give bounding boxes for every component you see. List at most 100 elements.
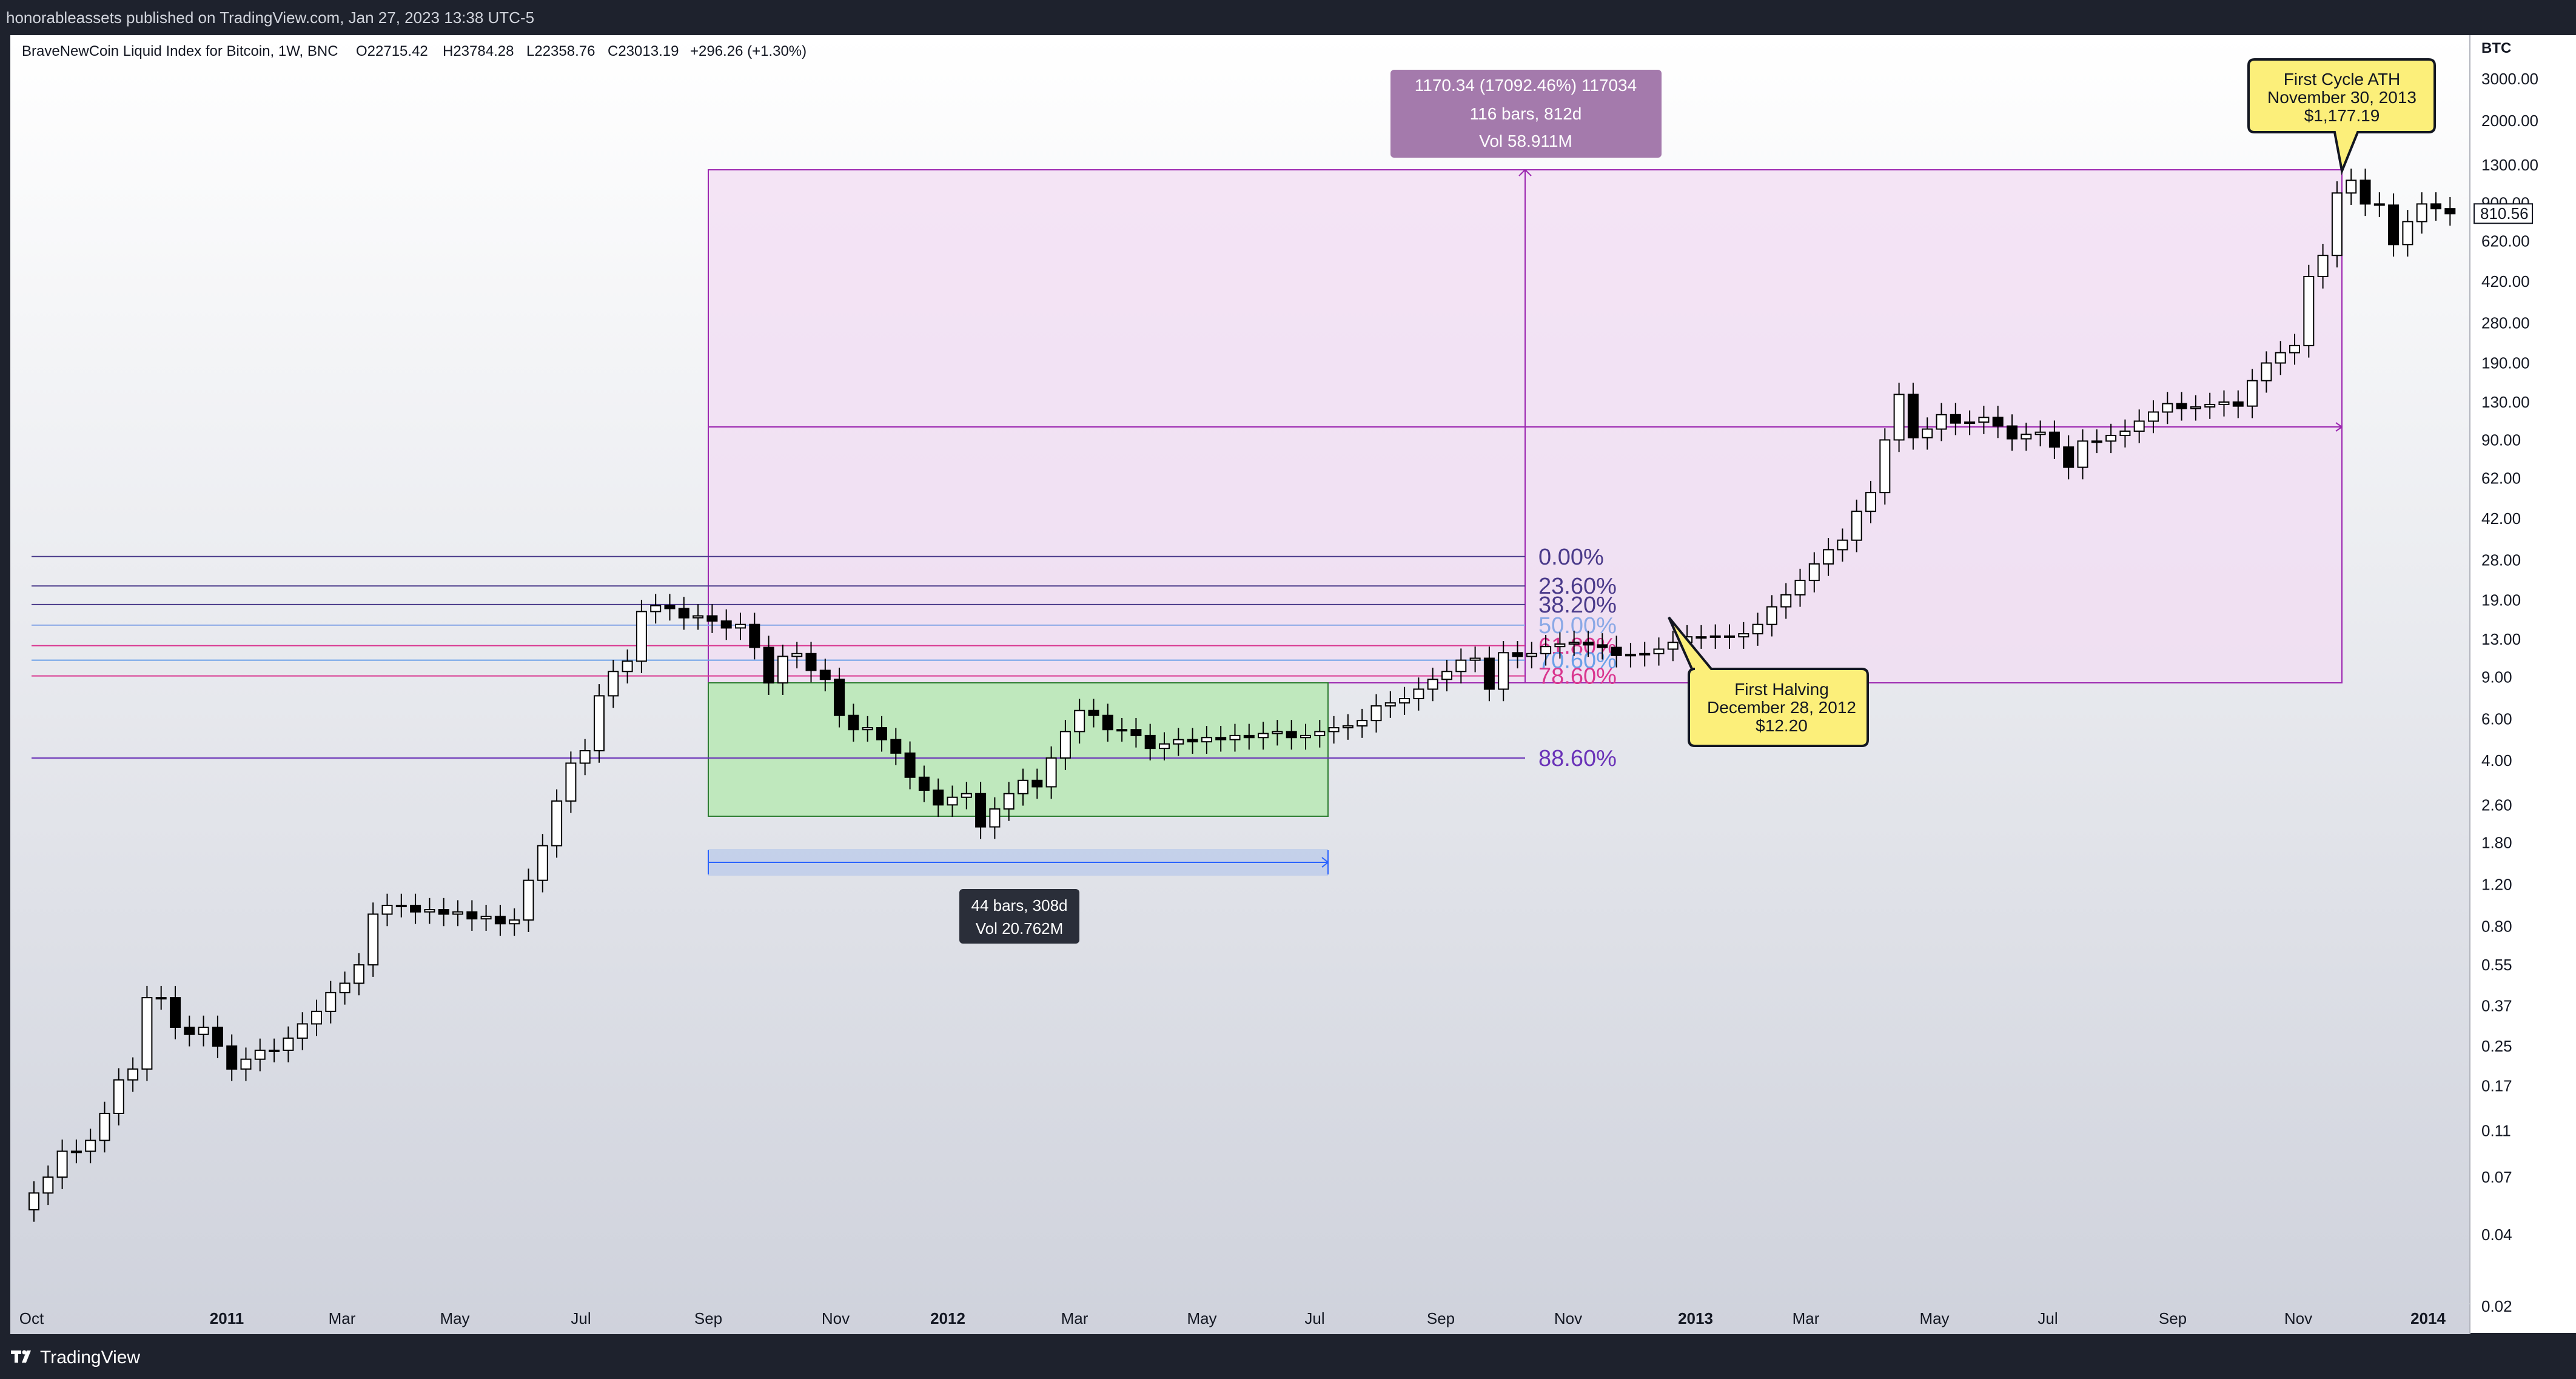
candle-body <box>848 714 859 731</box>
candle-body <box>1794 580 1806 596</box>
candle-body <box>1936 414 1947 430</box>
candle-body <box>170 997 181 1028</box>
candle-body <box>805 653 817 671</box>
candle-body <box>2331 192 2343 257</box>
candle-body <box>1469 657 1481 661</box>
candle-body <box>395 904 407 907</box>
price-chart[interactable]: 0.00%23.60%38.20%50.00%61.80%70.60%78.60… <box>0 0 2576 1334</box>
callout-halving-line3: $12.20 <box>1756 716 1808 735</box>
time-axis[interactable]: Oct 2011 Mar May Jul Sep Nov 2012 Mar May Jul Sep No… <box>10 1303 2470 1327</box>
candle-body <box>777 656 788 684</box>
candle-body <box>1554 643 1566 648</box>
candle-body <box>1159 743 1170 750</box>
candle-body <box>325 991 337 1012</box>
candle-body <box>2360 180 2371 205</box>
candle-body <box>890 739 902 754</box>
price-axis-background <box>2470 35 2576 1333</box>
candle-body <box>1964 421 1976 424</box>
candle-body <box>367 913 379 966</box>
price-tick-label: 2000.00 <box>2481 112 2538 130</box>
candle-body <box>989 808 1001 828</box>
candle-body <box>1455 659 1467 673</box>
left-edge <box>0 35 10 1334</box>
candle-body <box>1879 439 1891 494</box>
time-tick-label: May <box>1187 1309 1216 1327</box>
candle-body <box>678 608 689 619</box>
candle-body <box>56 1150 68 1178</box>
candle-body <box>1568 642 1580 645</box>
price-tick-label: 420.00 <box>2481 272 2530 290</box>
candle-body <box>2091 440 2102 443</box>
candle-body <box>2034 431 2046 435</box>
candle-body <box>2007 425 2018 440</box>
candle-body <box>537 845 548 881</box>
candle-body <box>2373 203 2385 206</box>
candle-body <box>579 750 591 764</box>
candle-body <box>283 1037 294 1051</box>
candle-body <box>1512 652 1523 657</box>
price-tick-label: 42.00 <box>2481 509 2521 528</box>
price-axis[interactable]: 3000.002000.001300.00900.00620.00420.002… <box>2469 35 2538 1334</box>
candle-body <box>1780 594 1792 608</box>
candle-body <box>933 789 944 806</box>
candle-body <box>381 904 393 915</box>
candle-body <box>269 1049 280 1052</box>
candle-body <box>2247 380 2258 407</box>
candle-body <box>1258 733 1269 739</box>
candle-body <box>1851 511 1862 541</box>
date-range-arrow-top <box>1321 857 1329 863</box>
time-tick-label: Mar <box>1793 1309 1820 1327</box>
time-tick-label: Sep <box>1427 1309 1455 1327</box>
price-tick-label: 1.20 <box>2481 876 2512 894</box>
price-tick-label: 0.25 <box>2481 1037 2512 1055</box>
price-tick-label: 9.00 <box>2481 668 2512 686</box>
candle-body <box>862 727 873 731</box>
candle-body <box>834 679 845 716</box>
candle-body <box>1413 688 1424 699</box>
price-tick-label: 0.02 <box>2481 1297 2512 1315</box>
candle-body <box>1300 734 1311 739</box>
candle-body <box>763 646 774 684</box>
fib-level-label: 88.60% <box>1538 746 1617 771</box>
candle-body <box>424 909 435 913</box>
callout-halving-bubble <box>1668 616 1869 747</box>
candle-body <box>480 916 492 920</box>
candle-body <box>565 762 577 802</box>
candle-body <box>1583 642 1594 646</box>
candle-body <box>438 909 449 915</box>
candle-body <box>1992 417 2004 427</box>
ohlc-high: H23784.28 <box>443 43 514 59</box>
time-tick-label: 2012 <box>930 1309 965 1327</box>
time-tick-label: 2013 <box>1678 1309 1713 1327</box>
candle-body <box>1187 739 1198 743</box>
callout-halving-line1: First Halving <box>1734 680 1829 699</box>
time-tick-label: Jul <box>2038 1309 2058 1327</box>
candle-body <box>1399 697 1410 704</box>
candle-layer <box>29 169 2456 1222</box>
candle-body <box>2289 344 2300 354</box>
candle-body <box>1074 710 1085 733</box>
drawing-layer-front: 1170.34 (17092.46%) 117034 116 bars, 812d… <box>708 58 2436 944</box>
last-price-badge <box>2474 203 2533 224</box>
candle-body <box>1286 731 1297 739</box>
candle-body <box>1229 734 1241 740</box>
candle-body <box>509 919 520 925</box>
candle-body <box>99 1113 110 1141</box>
last-price-label: 810.56 <box>2480 204 2529 223</box>
price-tick-label: 130.00 <box>2481 393 2530 411</box>
measure-label-large-bg <box>1390 70 1662 158</box>
candle-body <box>693 615 704 619</box>
candle-body <box>904 752 916 778</box>
candle-body <box>650 605 662 612</box>
candle-body <box>2275 352 2286 364</box>
publish-info: honorableassets published on TradingView… <box>6 8 535 27</box>
candle-body <box>1272 731 1283 734</box>
candle-body <box>1483 657 1495 690</box>
candle-body <box>113 1079 124 1115</box>
candle-body <box>1243 734 1255 739</box>
ohlc-close: C23013.19 <box>608 43 679 59</box>
candle-body <box>1766 606 1777 625</box>
candle-body <box>2204 403 2216 408</box>
candle-body <box>706 615 718 622</box>
candle-body <box>791 653 803 657</box>
